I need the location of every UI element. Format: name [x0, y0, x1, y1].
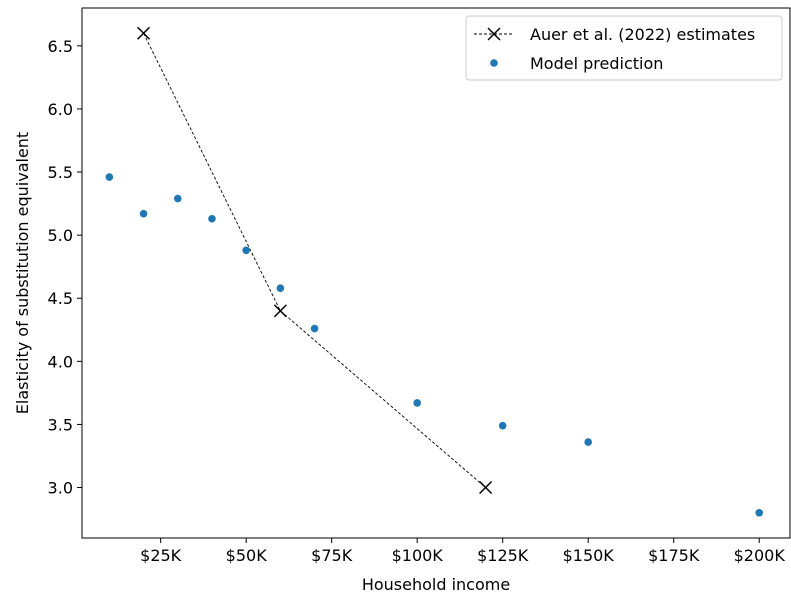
plot-area: [82, 8, 791, 538]
x-tick-label: $100K: [392, 546, 444, 565]
x-tick-label: $75K: [311, 546, 353, 565]
model-prediction-point: [276, 284, 285, 292]
model-prediction-point: [310, 324, 319, 333]
x-tick-label: $25K: [140, 546, 182, 565]
model-prediction-point: [584, 438, 593, 446]
legend-auer-marker: [487, 27, 501, 41]
x-tick-label: $150K: [563, 546, 615, 565]
auer-estimate-marker: [273, 304, 287, 318]
y-tick-label: 3.5: [48, 415, 73, 434]
auer-estimate-marker: [137, 26, 151, 40]
x-tick-label: $125K: [477, 546, 529, 565]
model-prediction-point: [498, 421, 507, 430]
auer-estimates-line: [143, 33, 486, 488]
axes-layer: $25K $50K $75K $100K $125K $150K $175K $200K 3.0…: [48, 37, 786, 565]
model-prediction-point: [173, 194, 182, 203]
x-axis-label: Household income: [362, 575, 510, 594]
y-tick-label: 4.5: [48, 289, 73, 308]
y-tick-label: 3.0: [48, 479, 73, 498]
x-tick-label: $175K: [648, 546, 700, 565]
y-tick-label: 5.0: [48, 226, 73, 245]
x-tick-label: $50K: [226, 546, 268, 565]
model-prediction-point: [242, 246, 250, 255]
legend-label-auer: Auer et al. (2022) estimates: [530, 25, 755, 44]
model-prediction-point: [105, 173, 114, 181]
y-tick-label: 4.0: [48, 352, 73, 371]
y-tick-label: 6.5: [48, 37, 73, 56]
model-prediction-point: [755, 508, 764, 517]
y-tick-label: 6.0: [48, 100, 73, 119]
legend-box: [465, 15, 783, 81]
legend-auer-marker-stroke-b: [487, 27, 501, 41]
auer-estimate-marker-stroke-b: [479, 480, 493, 495]
model-prediction-point: [413, 399, 421, 407]
auer-estimate-marker-stroke-b: [137, 26, 151, 40]
series-layer: [105, 26, 764, 517]
model-prediction-point: [139, 209, 148, 218]
auer-estimate-marker-stroke-b: [273, 304, 287, 318]
y-tick-label: 5.5: [48, 163, 73, 182]
x-tick-label: $200K: [734, 546, 786, 565]
auer-estimate-marker: [479, 480, 493, 495]
y-axis-label: Elasticity of substitution equivalent: [13, 132, 32, 414]
legend: Auer et al. (2022) estimates Model predic…: [465, 15, 783, 81]
legend-label-model: Model prediction: [530, 54, 663, 73]
plot-frame: [81, 7, 791, 539]
model-prediction-point: [208, 214, 216, 223]
legend-model-marker: [490, 59, 498, 67]
